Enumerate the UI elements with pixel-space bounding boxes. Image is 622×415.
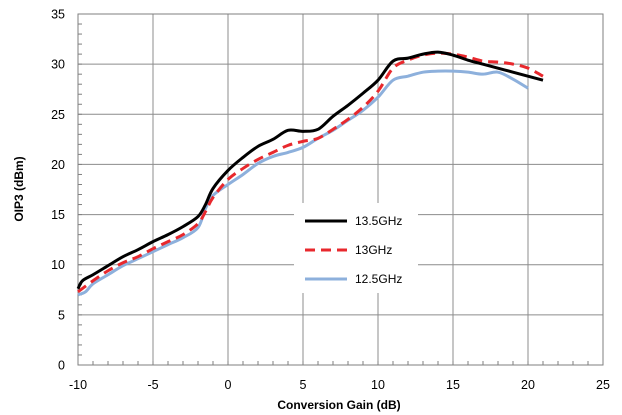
x-tick-label: 0 <box>225 378 232 392</box>
x-tick-label: 25 <box>596 378 610 392</box>
legend-label-13GHz: 13GHz <box>355 243 392 257</box>
x-tick-label: -10 <box>69 378 87 392</box>
x-tick-label: 15 <box>446 378 460 392</box>
x-axis-title: Conversion Gain (dB) <box>277 398 400 412</box>
x-tick-label: 20 <box>521 378 535 392</box>
y-tick-label: 25 <box>51 108 65 122</box>
series-line-12.5GHz <box>77 69 529 297</box>
plot-area <box>77 13 604 366</box>
y-tick-label: 20 <box>51 158 65 172</box>
legend-label-13.5GHz: 13.5GHz <box>355 214 402 228</box>
legend: 13.5GHz 13GHz 12.5GHz <box>294 203 418 293</box>
y-tick-label: 30 <box>51 58 65 72</box>
x-axis-tick-labels: -10 -5 0 5 10 15 20 25 <box>69 378 610 392</box>
legend-label-12.5GHz: 12.5GHz <box>355 272 402 286</box>
y-tick-label: 0 <box>58 359 65 373</box>
x-tick-label: 10 <box>371 378 385 392</box>
y-tick-label: 10 <box>51 258 65 272</box>
y-axis-title: OIP3 (dBm) <box>12 156 26 221</box>
y-tick-label: 35 <box>51 8 65 22</box>
y-tick-label: 5 <box>58 308 65 322</box>
series-line-13GHz <box>77 51 544 293</box>
series-lines <box>76 50 544 297</box>
series-line-13.5GHz <box>76 50 544 290</box>
x-tick-label: 5 <box>300 378 307 392</box>
minor-ticks <box>77 13 604 366</box>
x-tick-label: -5 <box>147 378 158 392</box>
y-axis-tick-labels: 0 5 10 15 20 25 30 35 <box>51 8 65 373</box>
y-tick-label: 15 <box>51 208 65 222</box>
